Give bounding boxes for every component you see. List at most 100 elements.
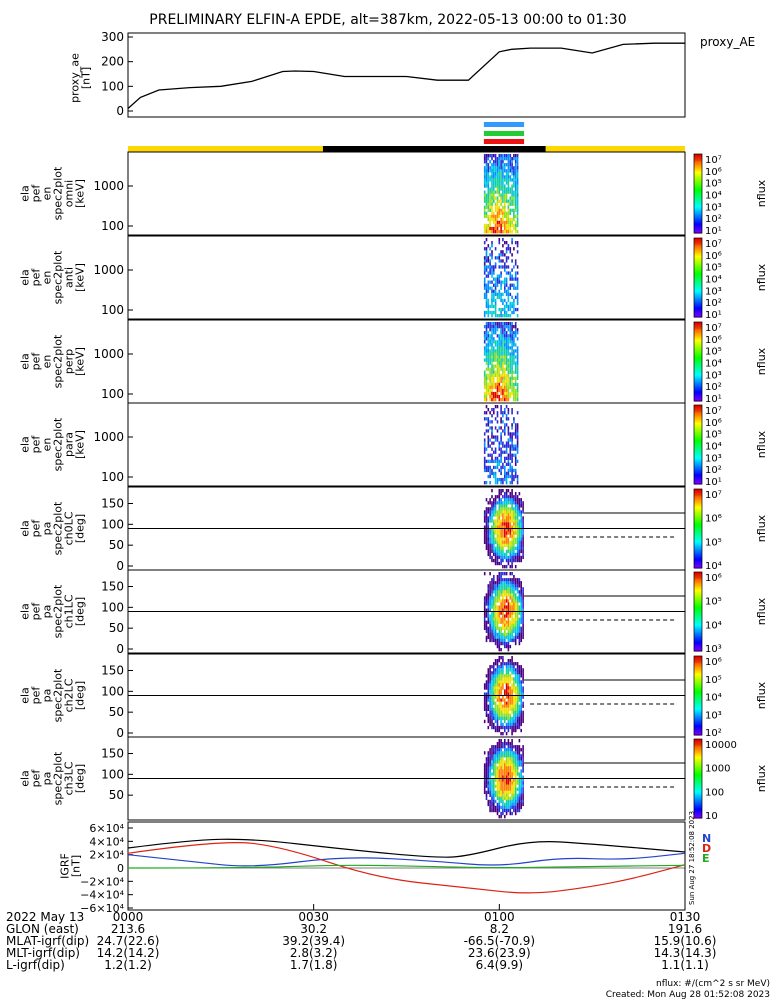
spectrogram-cell xyxy=(505,552,508,557)
spectrogram-cell xyxy=(514,492,517,496)
ylabel-line: spec2plot xyxy=(52,250,65,304)
spectrogram-cell xyxy=(494,471,497,476)
colorbar-cell xyxy=(694,585,702,588)
spectrogram-cell xyxy=(514,208,517,212)
spectrogram-cell xyxy=(509,358,512,362)
spectrogram-cell xyxy=(485,417,488,421)
spectrogram-cell xyxy=(494,217,497,222)
colorbar-cell xyxy=(694,688,702,691)
spectrogram-cell xyxy=(505,394,508,399)
spectrogram-cell xyxy=(485,796,488,800)
spectrogram-cell xyxy=(500,331,502,335)
spectrogram-cell xyxy=(504,459,506,463)
spectrogram-cell xyxy=(518,665,521,669)
spectrogram-cell xyxy=(518,549,521,554)
spectrogram-cell xyxy=(516,181,519,185)
spectrogram-cell xyxy=(498,172,501,176)
spectrogram-cell xyxy=(491,211,493,215)
spectrogram-cell xyxy=(505,686,508,690)
spectrogram-cell xyxy=(507,796,510,800)
colorbar-cell xyxy=(694,614,702,617)
spectrogram-cell xyxy=(487,531,490,535)
colorbar-tick-label: 10⁵ xyxy=(705,179,722,190)
spectrogram-cell xyxy=(496,811,499,816)
spectrogram-cell xyxy=(505,680,508,684)
spectrogram-cell xyxy=(516,265,519,269)
colorbar-cell xyxy=(694,157,702,160)
spectrogram-cell xyxy=(514,632,517,637)
spectrogram-cell xyxy=(502,745,504,749)
spectrogram-cell xyxy=(487,459,490,463)
spectrogram-cell xyxy=(505,802,508,807)
spectrogram-cell xyxy=(522,784,524,788)
colorbar-cell xyxy=(694,344,702,347)
spectrogram-cell xyxy=(489,438,491,442)
spectrogram-cell xyxy=(494,674,497,678)
spectrogram-cell xyxy=(516,674,519,678)
spectrogram-cell xyxy=(487,772,490,776)
spectrogram-cell xyxy=(483,456,486,460)
spectrogram-cell xyxy=(496,522,499,526)
colorbar-cell xyxy=(694,720,702,723)
spectrogram-cell xyxy=(516,537,519,541)
spectrogram-cell xyxy=(496,370,499,374)
spectrogram-cell xyxy=(522,802,524,807)
spectrogram-cell xyxy=(489,411,491,415)
spectrogram-cell xyxy=(483,211,486,215)
spectrogram-cell xyxy=(483,751,486,755)
spectrogram-cell xyxy=(493,766,495,770)
spectrogram-cell xyxy=(500,379,502,383)
colorbar-cell xyxy=(694,411,702,414)
spectrogram-cell xyxy=(514,181,517,185)
spectrogram-cell xyxy=(507,644,510,649)
colorbar-cell xyxy=(694,775,702,778)
spectrogram-cell xyxy=(518,513,521,517)
spectrogram-cell xyxy=(494,561,497,566)
spectrogram-cell xyxy=(489,268,491,272)
spectrogram-cell xyxy=(498,815,501,819)
spectrogram-cell xyxy=(493,304,495,309)
ae-legend: proxy_AE xyxy=(700,35,755,49)
spectrogram-cell xyxy=(502,754,504,758)
spectrogram-cell xyxy=(496,540,499,544)
spectrogram-cell xyxy=(504,370,506,374)
spectrogram-cell xyxy=(489,808,491,813)
spectrogram-cell xyxy=(504,587,506,591)
spectrogram-cell xyxy=(500,751,502,755)
spectrogram-cell xyxy=(511,719,513,724)
spectrogram-cell xyxy=(504,220,506,225)
spectrogram-cell xyxy=(496,346,499,350)
colorbar-cell xyxy=(694,521,702,524)
colorbar-cell xyxy=(694,177,702,180)
spectrogram-cell xyxy=(500,498,502,502)
spectrogram-cell xyxy=(483,540,486,544)
spectrogram-cell xyxy=(505,247,508,251)
spectrogram-cell xyxy=(511,772,513,776)
igrf-tick-label: 4×10⁴ xyxy=(89,835,124,848)
spectrogram-cell xyxy=(485,250,488,254)
spectrogram-cell xyxy=(493,695,495,699)
spectrogram-cell xyxy=(511,373,513,377)
spectrogram-cell xyxy=(514,172,517,176)
spectrogram-cell xyxy=(514,802,517,807)
spectrogram-cell xyxy=(502,781,504,785)
spectrogram-cell xyxy=(498,531,501,535)
spectrogram-cell xyxy=(493,584,495,588)
spectrogram-cell xyxy=(507,695,510,699)
spectrogram-cell xyxy=(507,343,510,347)
spectrogram-cell xyxy=(496,754,499,758)
spectrogram-cell xyxy=(507,784,510,788)
spectrogram-cell xyxy=(496,513,499,517)
spectrogram-cell xyxy=(507,220,510,225)
spectrogram-cell xyxy=(502,686,504,690)
spectrogram-cell xyxy=(513,590,515,594)
spectrogram-cell xyxy=(511,686,513,690)
colorbar-cell xyxy=(694,537,702,540)
spectrogram-cell xyxy=(505,528,508,532)
spectrogram-cell xyxy=(514,805,517,810)
spectrogram-cell xyxy=(496,680,499,684)
colorbar-cell xyxy=(694,272,702,275)
spectrogram-cell xyxy=(511,584,513,588)
colorbar-cell xyxy=(694,437,702,440)
spectrogram-cell xyxy=(513,596,515,600)
